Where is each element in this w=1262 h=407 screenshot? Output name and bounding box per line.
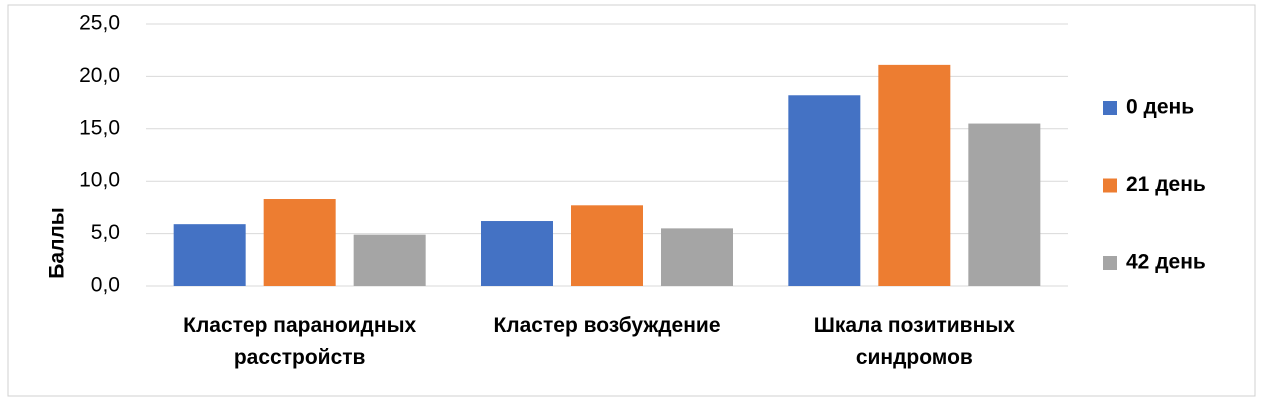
legend-swatch — [1103, 256, 1117, 270]
x-tick-label: Шкала позитивных синдромов — [813, 314, 1015, 369]
legend-swatch — [1103, 178, 1117, 193]
bar — [878, 64, 951, 286]
legend-label: 21 день — [1126, 173, 1206, 196]
y-tick-label: 15,0 — [79, 116, 120, 139]
y-tick-label: 20,0 — [79, 64, 120, 87]
bar — [481, 221, 553, 286]
x-tick-label: Кластер параноидных расстройств — [183, 314, 417, 369]
bar — [571, 205, 643, 286]
y-tick-label: 25,0 — [79, 12, 120, 35]
legend-label: 0 день — [1126, 96, 1194, 119]
legend-label: 42 день — [1126, 251, 1206, 274]
chart-frame — [7, 4, 1256, 397]
y-tick-label: 5,0 — [91, 221, 120, 244]
legend-swatch — [1103, 101, 1117, 115]
y-tick-label: 0,0 — [91, 274, 120, 297]
y-tick-label: 10,0 — [79, 169, 120, 192]
bar — [353, 234, 426, 286]
bar — [173, 224, 246, 286]
bar — [968, 123, 1041, 286]
bar — [788, 95, 861, 286]
bar — [263, 199, 336, 286]
bar — [661, 228, 733, 286]
y-axis-title: Баллы — [46, 207, 69, 278]
x-tick-label: Кластер возбуждение — [493, 314, 721, 337]
